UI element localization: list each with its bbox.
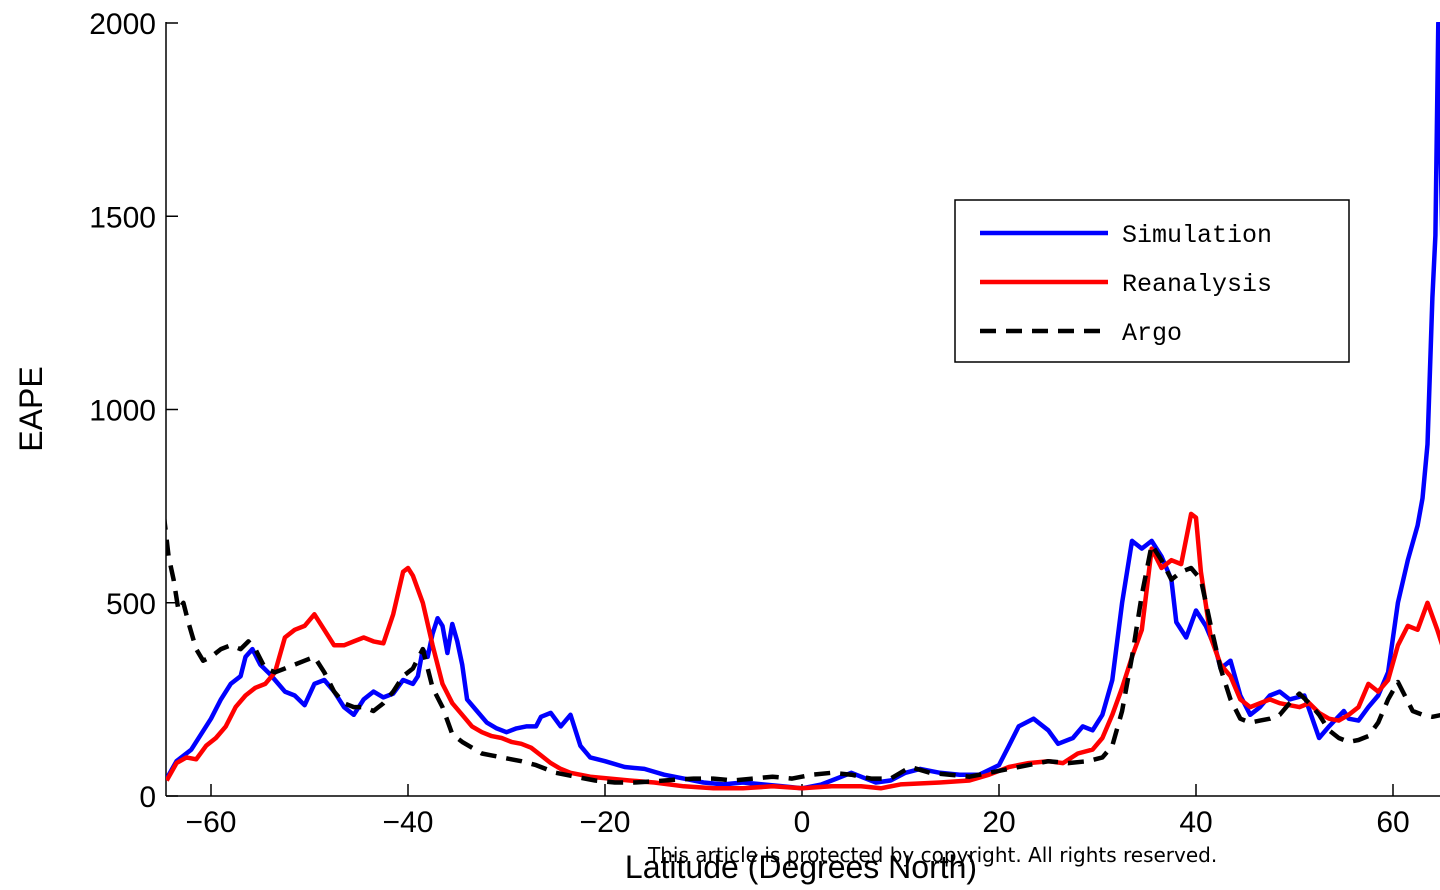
- legend-label-reanalysis: Reanalysis: [1122, 270, 1272, 299]
- y-tick-label: 0: [139, 781, 156, 814]
- y-tick-label: 500: [106, 588, 156, 621]
- series-layer: [166, 22, 1440, 791]
- x-tick-label: −60: [186, 806, 237, 839]
- series-line-reanalysis: [166, 511, 1440, 791]
- y-tick-label: 1500: [89, 201, 156, 234]
- x-tick-label: −20: [580, 806, 631, 839]
- y-tick-label: 1000: [89, 395, 156, 428]
- copyright-notice: This article is protected by copyright. …: [648, 843, 1218, 867]
- x-tick-label: −40: [383, 806, 434, 839]
- series-line-simulation: [166, 22, 1440, 791]
- x-axis: −60 −40 −20 0 20 40 60 Latitude (Degrees North…: [166, 784, 1440, 885]
- x-tick-label: 20: [982, 806, 1015, 839]
- x-tick-label: 60: [1376, 806, 1409, 839]
- legend: Simulation Reanalysis Argo: [954, 199, 1350, 363]
- x-axis-title: Latitude (Degrees North): [625, 849, 977, 885]
- legend-label-argo: Argo: [1122, 319, 1182, 348]
- y-tick-label: 2000: [89, 8, 156, 41]
- y-axis-title: EAPE: [13, 366, 49, 451]
- series-line-argo: [166, 514, 1440, 785]
- x-tick-label: 0: [794, 806, 811, 839]
- y-axis: 0 500 1000 1500 2000 EAPE: [13, 8, 178, 814]
- x-tick-label: 40: [1179, 806, 1212, 839]
- legend-label-simulation: Simulation: [1122, 221, 1272, 250]
